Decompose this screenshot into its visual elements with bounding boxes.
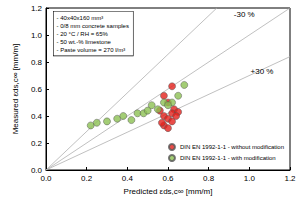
svg-text:1.0: 1.0 [244, 174, 256, 183]
svg-text:0.0: 0.0 [40, 174, 52, 183]
svg-text:0.4: 0.4 [31, 112, 43, 121]
svg-text:- Paste volume = 270 l/m³: - Paste volume = 270 l/m³ [57, 47, 126, 53]
svg-text:- 50 wt.-% limestone: - 50 wt.-% limestone [57, 39, 112, 45]
svg-text:0.2: 0.2 [31, 139, 43, 148]
svg-text:0.0: 0.0 [30, 165, 42, 175]
svg-text:0.8: 0.8 [203, 174, 215, 183]
svg-text:DIN EN 1992-1-1 - without modi: DIN EN 1992-1-1 - without modification [180, 144, 284, 150]
svg-text:- 20 °C / RH = 65%: - 20 °C / RH = 65% [57, 31, 109, 37]
svg-text:1.2: 1.2 [31, 4, 43, 13]
svg-text:DIN EN 1992-1-1 - with modific: DIN EN 1992-1-1 - with modification [180, 155, 276, 161]
svg-text:+30 %: +30 % [251, 67, 274, 76]
svg-text:- 40x40x160 mm³: - 40x40x160 mm³ [57, 15, 104, 21]
svg-text:0.2: 0.2 [81, 174, 93, 183]
svg-text:0.6: 0.6 [31, 85, 43, 94]
svg-text:- 0/8 mm concrete samples: - 0/8 mm concrete samples [57, 23, 129, 29]
svg-text:Measured εds,c∞ [mm/m]: Measured εds,c∞ [mm/m] [11, 44, 20, 135]
svg-text:0.6: 0.6 [162, 174, 174, 183]
svg-text:-30 %: -30 % [234, 10, 255, 19]
svg-text:Predicted εds,c∞ [mm/m]: Predicted εds,c∞ [mm/m] [124, 187, 213, 196]
svg-text:1.0: 1.0 [31, 31, 43, 40]
svg-text:1.2: 1.2 [284, 174, 296, 183]
svg-text:0.4: 0.4 [122, 174, 134, 183]
svg-text:0.8: 0.8 [31, 58, 43, 67]
